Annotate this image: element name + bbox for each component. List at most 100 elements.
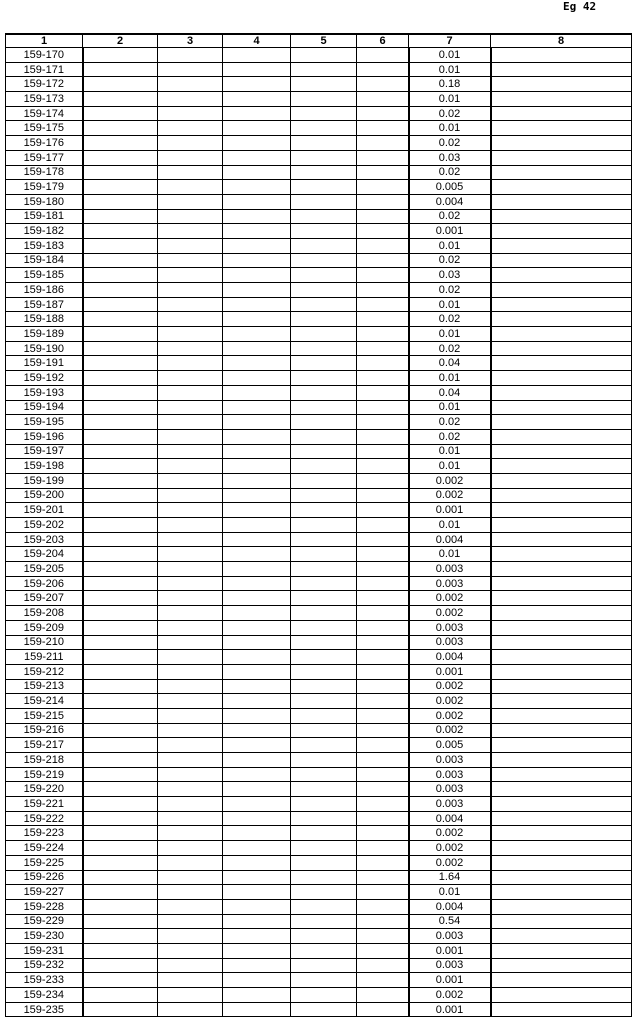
empty-cell bbox=[290, 825, 357, 842]
empty-cell bbox=[290, 590, 357, 607]
empty-cell bbox=[222, 47, 291, 63]
empty-cell bbox=[157, 458, 223, 474]
empty-cell bbox=[82, 120, 158, 137]
empty-cell bbox=[157, 649, 223, 665]
row-id-cell: 159-178 bbox=[5, 164, 84, 181]
empty-cell bbox=[290, 502, 357, 518]
empty-cell bbox=[157, 399, 223, 416]
row-id-cell: 159-213 bbox=[5, 678, 84, 695]
empty-cell bbox=[222, 825, 291, 842]
empty-cell bbox=[82, 61, 158, 78]
empty-cell bbox=[356, 193, 409, 210]
value-cell: 0.01 bbox=[407, 370, 492, 386]
empty-cell bbox=[356, 928, 409, 944]
empty-cell bbox=[157, 428, 223, 445]
empty-cell bbox=[82, 722, 158, 739]
empty-cell bbox=[290, 120, 357, 137]
value-cell: 0.002 bbox=[407, 472, 492, 489]
empty-cell bbox=[222, 61, 291, 78]
empty-cell bbox=[490, 987, 632, 1003]
empty-cell bbox=[290, 796, 357, 812]
empty-cell bbox=[490, 179, 632, 195]
empty-cell bbox=[222, 561, 291, 577]
empty-cell bbox=[157, 326, 223, 342]
empty-cell bbox=[82, 884, 158, 900]
empty-cell bbox=[356, 370, 409, 386]
empty-cell bbox=[82, 355, 158, 372]
empty-cell bbox=[490, 76, 632, 93]
empty-cell bbox=[490, 1001, 632, 1018]
empty-cell bbox=[356, 47, 409, 63]
empty-cell bbox=[82, 282, 158, 298]
empty-cell bbox=[82, 957, 158, 974]
empty-cell bbox=[356, 590, 409, 607]
empty-cell bbox=[82, 76, 158, 93]
table-row: 159-235 0.001 bbox=[5, 1001, 632, 1018]
empty-cell bbox=[157, 91, 223, 107]
row-id-cell: 159-191 bbox=[5, 355, 84, 372]
value-cell: 0.02 bbox=[407, 164, 492, 181]
empty-cell bbox=[222, 105, 291, 122]
row-id-cell: 159-212 bbox=[5, 663, 84, 680]
row-id-cell: 159-216 bbox=[5, 722, 84, 739]
table-row: 159-211 0.004 bbox=[5, 649, 632, 665]
empty-cell bbox=[490, 487, 632, 504]
empty-cell bbox=[157, 47, 223, 63]
empty-cell bbox=[490, 252, 632, 269]
empty-cell bbox=[82, 237, 158, 254]
empty-cell bbox=[490, 517, 632, 533]
value-cell: 0.54 bbox=[407, 913, 492, 930]
empty-cell bbox=[157, 987, 223, 1003]
empty-cell bbox=[290, 91, 357, 107]
value-cell: 0.02 bbox=[407, 105, 492, 122]
column-header: 8 bbox=[490, 33, 632, 48]
row-id-cell: 159-189 bbox=[5, 326, 84, 342]
table-row: 159-219 0.003 bbox=[5, 766, 632, 783]
empty-cell bbox=[290, 164, 357, 181]
empty-cell bbox=[490, 120, 632, 137]
empty-cell bbox=[290, 384, 357, 401]
empty-cell bbox=[157, 722, 223, 739]
empty-cell bbox=[356, 898, 409, 915]
empty-cell bbox=[82, 825, 158, 842]
row-id-cell: 159-196 bbox=[5, 428, 84, 445]
empty-cell bbox=[157, 634, 223, 651]
empty-cell bbox=[356, 149, 409, 166]
empty-cell bbox=[157, 561, 223, 577]
empty-cell bbox=[157, 179, 223, 195]
empty-cell bbox=[222, 546, 291, 563]
empty-cell bbox=[356, 179, 409, 195]
empty-cell bbox=[490, 282, 632, 298]
table-row: 159-192 0.01 bbox=[5, 370, 632, 386]
empty-cell bbox=[82, 810, 158, 827]
empty-cell bbox=[157, 282, 223, 298]
empty-cell bbox=[490, 428, 632, 445]
row-id-cell: 159-222 bbox=[5, 810, 84, 827]
value-cell: 0.03 bbox=[407, 149, 492, 166]
row-id-cell: 159-218 bbox=[5, 752, 84, 768]
row-id-cell: 159-211 bbox=[5, 649, 84, 665]
empty-cell bbox=[157, 693, 223, 709]
empty-cell bbox=[222, 267, 291, 283]
column-header: 3 bbox=[157, 33, 223, 48]
empty-cell bbox=[222, 987, 291, 1003]
value-cell: 0.003 bbox=[407, 619, 492, 636]
empty-cell bbox=[157, 384, 223, 401]
table-row: 159-205 0.003 bbox=[5, 561, 632, 577]
empty-cell bbox=[356, 884, 409, 900]
empty-cell bbox=[356, 517, 409, 533]
empty-cell bbox=[222, 370, 291, 386]
empty-cell bbox=[356, 707, 409, 724]
empty-cell bbox=[490, 193, 632, 210]
row-id-cell: 159-206 bbox=[5, 575, 84, 592]
empty-cell bbox=[222, 972, 291, 988]
empty-cell bbox=[82, 913, 158, 930]
value-cell: 0.001 bbox=[407, 1001, 492, 1018]
empty-cell bbox=[490, 619, 632, 636]
empty-cell bbox=[356, 487, 409, 504]
empty-cell bbox=[290, 1001, 357, 1018]
empty-cell bbox=[290, 458, 357, 474]
empty-cell bbox=[290, 928, 357, 944]
empty-cell bbox=[356, 752, 409, 768]
table-row: 159-216 0.002 bbox=[5, 722, 632, 739]
